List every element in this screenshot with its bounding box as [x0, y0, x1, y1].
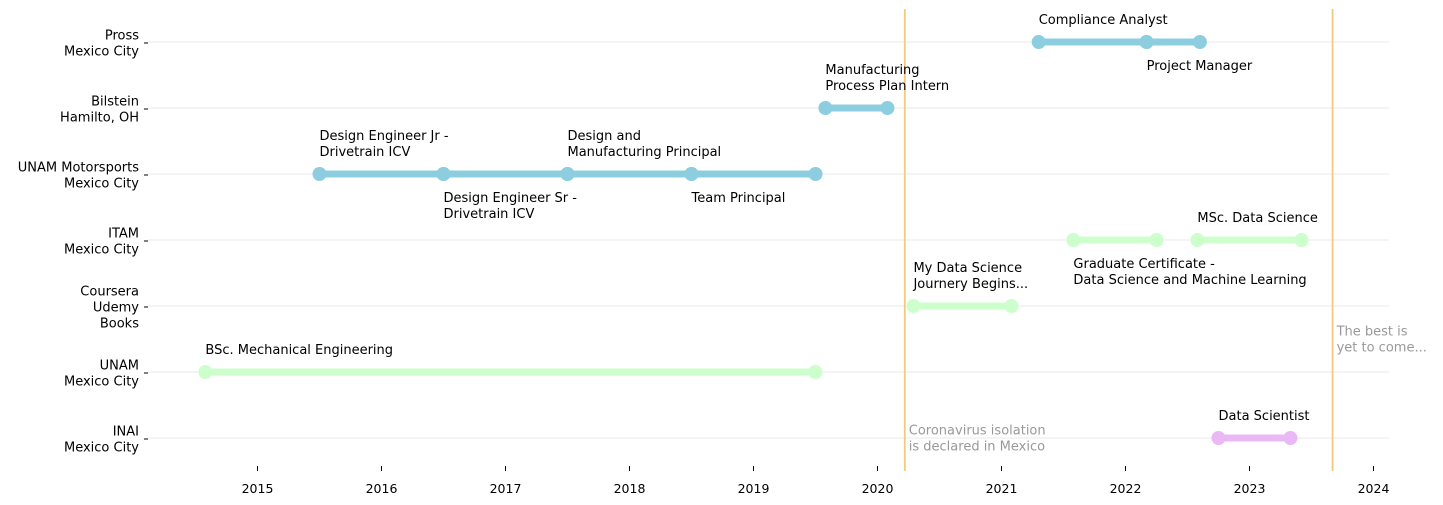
- text-line: UNAM Motorsports: [18, 161, 139, 176]
- row-label: INAI Mexico City: [64, 425, 139, 456]
- text-line: ITAM: [108, 227, 139, 242]
- annotation-label: BSc. Mechanical Engineering: [205, 343, 393, 358]
- x-tick-label: 2018: [614, 481, 646, 496]
- text-line: Mexico City: [64, 45, 139, 60]
- row-label: Coursera Udemy Books: [80, 285, 139, 332]
- x-tick-label: 2023: [1234, 481, 1266, 496]
- row-label: Pross Mexico City: [64, 29, 139, 60]
- x-tick-label: 2019: [738, 481, 770, 496]
- segment-end-point: [1149, 233, 1164, 247]
- text-line: yet to come...: [1337, 341, 1427, 356]
- text-line: Data Science and Machine Learning: [1073, 273, 1306, 288]
- x-tick-label: 2022: [1110, 481, 1142, 496]
- row-label: ITAM Mexico City: [64, 227, 139, 258]
- text-line: Graduate Certificate -: [1073, 257, 1215, 272]
- segment-start-point: [436, 167, 451, 181]
- timeline-segments: [198, 35, 1309, 445]
- segment-start-point: [1211, 431, 1226, 445]
- row-label: UNAM Motorsports Mexico City: [18, 161, 140, 192]
- text-line: Pross: [105, 29, 139, 44]
- annotations: Compliance Analyst Project Manager Manufac…: [205, 13, 1317, 424]
- text-line: Design Engineer Sr -: [444, 191, 578, 206]
- segment-start-point: [684, 167, 699, 181]
- reference-note: The best is yet to come...: [1336, 325, 1427, 356]
- row-label: Bilstein Hamilto, OH: [60, 95, 139, 126]
- segment-start-point: [560, 167, 575, 181]
- annotation-label: Team Principal: [691, 191, 786, 206]
- segment-start-point: [1139, 35, 1154, 49]
- annotation-label: Compliance Analyst: [1039, 13, 1168, 28]
- segment-end-point: [808, 365, 823, 379]
- text-line: Team Principal: [691, 191, 786, 206]
- text-line: Design Engineer Jr -: [320, 129, 449, 144]
- annotation-label: Graduate Certificate -Data Science and M…: [1073, 257, 1306, 288]
- annotation-label: Data Scientist: [1219, 409, 1310, 424]
- reference-lines: Coronavirus isolation is declared in Mexi…: [903, 9, 1427, 471]
- text-line: Process Plan Intern: [825, 79, 949, 94]
- text-line: Mexico City: [64, 177, 139, 192]
- segment-end-point: [1004, 299, 1019, 313]
- annotation-label: My Data Science Journery Begins...: [912, 261, 1028, 292]
- annotation-label: Manufacturing Process Plan Intern: [825, 63, 949, 94]
- text-line: Mexico City: [64, 243, 139, 258]
- text-line: The best is: [1336, 325, 1408, 340]
- text-line: Coronavirus isolation: [909, 424, 1046, 439]
- annotation-label: Design and Manufacturing Principal: [568, 129, 722, 160]
- segment-start-point: [1066, 233, 1081, 247]
- text-line: Mexico City: [64, 375, 139, 390]
- text-line: Manufacturing: [825, 63, 919, 78]
- text-line: Udemy: [93, 301, 139, 316]
- segment-end-point: [1192, 35, 1207, 49]
- segment-start-point: [198, 365, 213, 379]
- text-line: is declared in Mexico: [909, 440, 1045, 455]
- text-line: MSc. Data Science: [1197, 211, 1317, 226]
- text-line: Design and: [568, 129, 641, 144]
- text-line: Bilstein: [91, 95, 139, 110]
- x-tick-label: 2015: [242, 481, 274, 496]
- text-line: Manufacturing Principal: [568, 145, 722, 160]
- text-line: Project Manager: [1147, 59, 1253, 74]
- text-line: Drivetrain ICV: [444, 207, 535, 222]
- segment-start-point: [1031, 35, 1046, 49]
- row-label: UNAM Mexico City: [64, 359, 139, 390]
- text-line: INAI: [113, 425, 139, 440]
- text-line: Drivetrain ICV: [320, 145, 411, 160]
- x-tick-label: 2017: [490, 481, 522, 496]
- text-line: Data Scientist: [1219, 409, 1310, 424]
- text-line: Books: [100, 317, 139, 332]
- text-line: Journery Begins...: [912, 277, 1028, 292]
- text-line: UNAM: [100, 359, 139, 374]
- segment-end-point: [1294, 233, 1309, 247]
- x-axis: 2015 2016 2017 2018 2019 2020 2021 2022 2023 2024: [242, 466, 1390, 496]
- reference-note: Coronavirus isolation is declared in Mexi…: [909, 424, 1046, 455]
- segment-start-point: [312, 167, 327, 181]
- annotation-label: Design Engineer Sr -Drivetrain ICV: [444, 191, 578, 222]
- annotation-label: Project Manager: [1147, 59, 1253, 74]
- segment-start-point: [906, 299, 921, 313]
- segment-end-point: [1283, 431, 1298, 445]
- segment-start-point: [1190, 233, 1205, 247]
- segment-start-point: [818, 101, 833, 115]
- text-line: Hamilto, OH: [60, 111, 139, 126]
- x-tick-label: 2020: [862, 481, 894, 496]
- x-tick-label: 2021: [986, 481, 1018, 496]
- annotation-label: Design Engineer Jr -Drivetrain ICV: [320, 129, 449, 160]
- text-line: Coursera: [80, 285, 139, 300]
- text-line: Mexico City: [64, 441, 139, 456]
- text-line: BSc. Mechanical Engineering: [205, 343, 393, 358]
- text-line: My Data Science: [913, 261, 1022, 276]
- segment-end-point: [880, 101, 895, 115]
- x-tick-label: 2016: [366, 481, 398, 496]
- segment-end-point: [808, 167, 823, 181]
- text-line: Compliance Analyst: [1039, 13, 1168, 28]
- x-tick-label: 2024: [1358, 481, 1390, 496]
- annotation-label: MSc. Data Science: [1197, 211, 1317, 226]
